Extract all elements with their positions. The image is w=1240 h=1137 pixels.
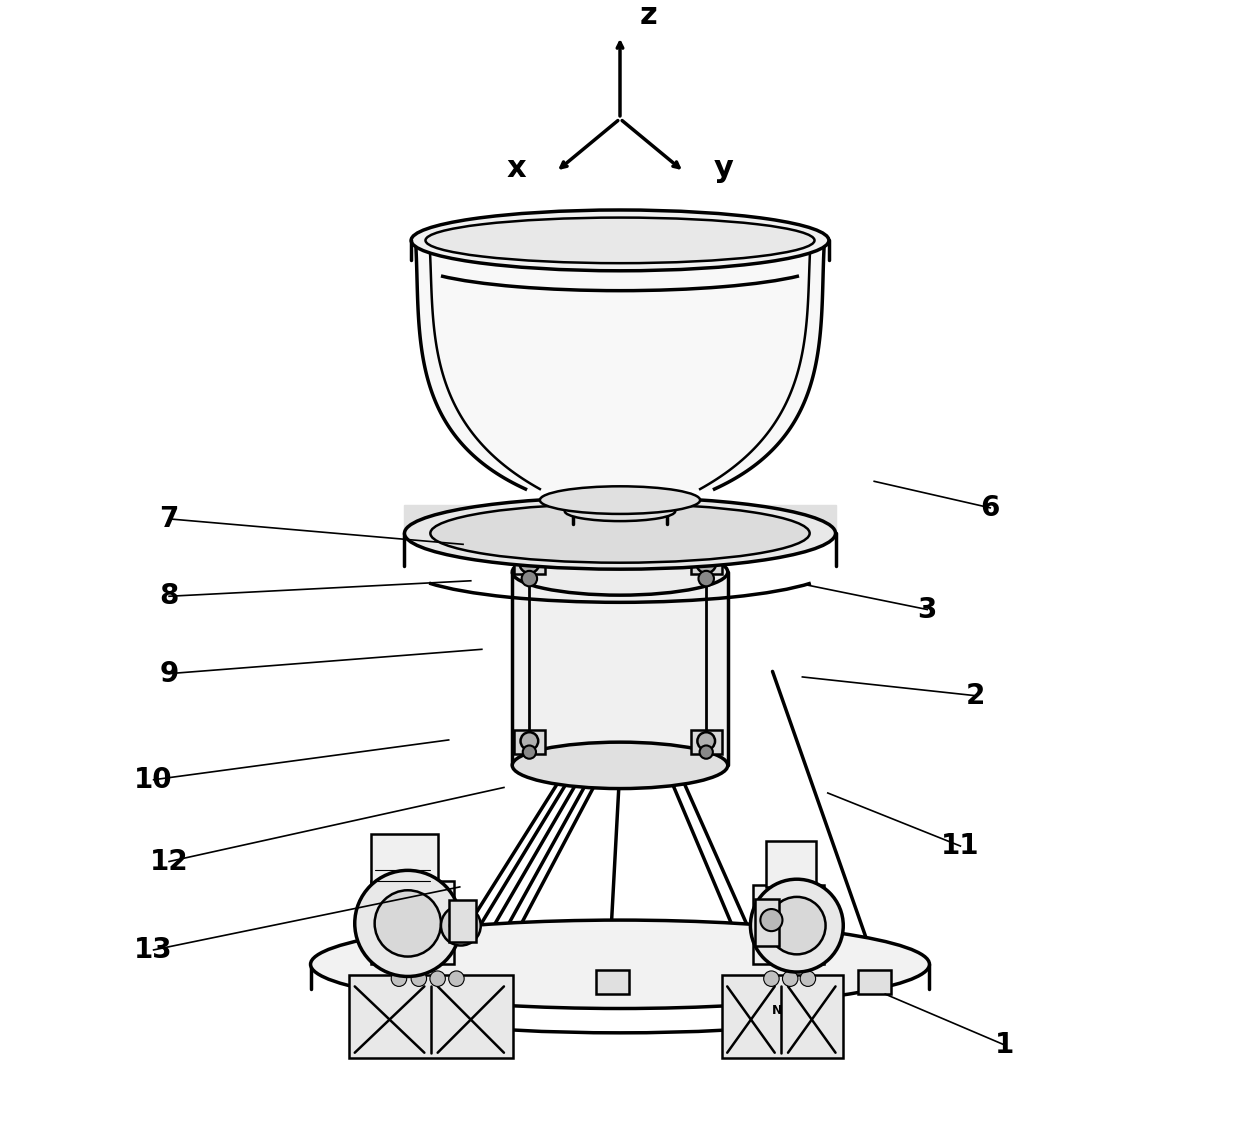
Bar (513, 730, 544, 754)
Ellipse shape (412, 210, 828, 271)
Polygon shape (512, 572, 728, 765)
Bar (691, 547, 722, 574)
Circle shape (768, 897, 826, 954)
Bar (350, 976, 513, 1059)
Circle shape (520, 554, 539, 573)
Text: 13: 13 (134, 936, 172, 964)
Circle shape (782, 971, 799, 987)
Circle shape (760, 910, 782, 931)
Bar (722, 976, 843, 1059)
Circle shape (449, 971, 464, 987)
Circle shape (764, 971, 779, 987)
Circle shape (523, 746, 536, 758)
Text: 1: 1 (994, 1031, 1014, 1059)
Bar (766, 840, 816, 887)
Text: z: z (640, 1, 657, 31)
Bar (755, 899, 779, 946)
Circle shape (697, 732, 715, 750)
Text: x: x (506, 153, 526, 183)
Ellipse shape (512, 742, 728, 789)
Ellipse shape (430, 504, 810, 563)
Text: 8: 8 (160, 582, 179, 611)
Ellipse shape (512, 549, 728, 595)
Ellipse shape (564, 501, 676, 521)
Text: 2: 2 (966, 682, 986, 709)
Circle shape (450, 914, 472, 937)
Bar (449, 901, 476, 943)
Circle shape (800, 971, 816, 987)
Ellipse shape (425, 217, 815, 263)
Circle shape (412, 971, 427, 987)
Circle shape (430, 971, 445, 987)
Text: 10: 10 (134, 765, 172, 794)
Text: N: N (771, 1004, 782, 1016)
Polygon shape (404, 505, 836, 533)
Bar (753, 885, 825, 964)
Circle shape (374, 890, 441, 956)
Bar (371, 833, 438, 883)
Text: 3: 3 (918, 596, 937, 623)
Ellipse shape (539, 487, 701, 514)
Circle shape (698, 571, 714, 587)
Text: 7: 7 (160, 505, 179, 533)
Bar (691, 730, 722, 754)
Circle shape (441, 906, 481, 946)
Bar (513, 547, 544, 574)
Text: y: y (714, 153, 734, 183)
Polygon shape (415, 240, 825, 489)
Text: 12: 12 (150, 847, 188, 875)
Circle shape (522, 571, 537, 587)
Bar (595, 970, 629, 994)
Circle shape (521, 732, 538, 750)
Bar (858, 970, 890, 994)
Bar (371, 881, 454, 964)
Circle shape (355, 870, 461, 977)
Ellipse shape (404, 497, 836, 570)
Ellipse shape (310, 920, 930, 1009)
Circle shape (697, 554, 717, 573)
Circle shape (750, 879, 843, 972)
Text: 9: 9 (160, 659, 179, 688)
Text: 11: 11 (941, 832, 980, 860)
Text: 6: 6 (981, 493, 999, 522)
Circle shape (391, 971, 407, 987)
Circle shape (699, 746, 713, 758)
